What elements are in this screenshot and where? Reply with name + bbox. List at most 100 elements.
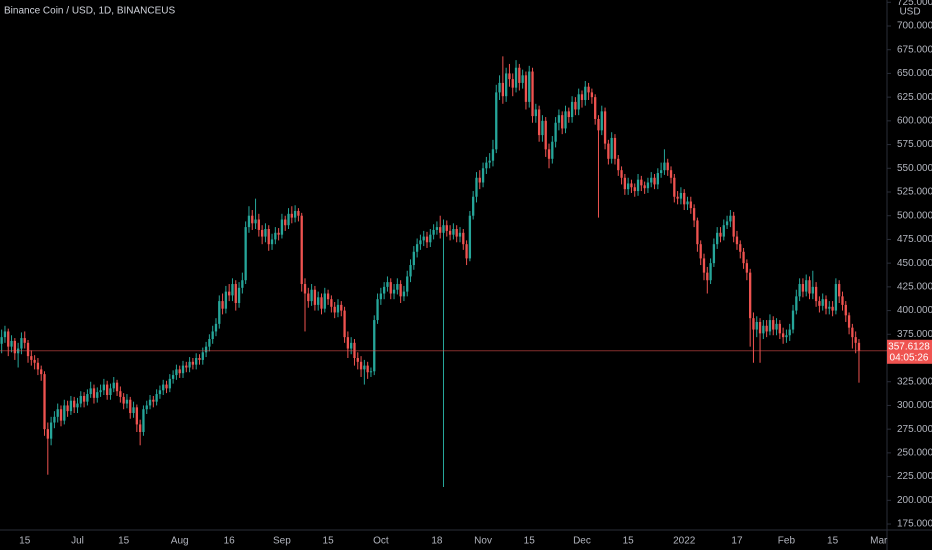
candle-body	[359, 361, 363, 370]
candle-body	[689, 201, 692, 209]
candle-body	[679, 192, 683, 199]
x-tick-label: 16	[224, 536, 236, 547]
candle-body	[481, 168, 485, 183]
x-tick-label: 15	[623, 536, 635, 547]
y-tick-label: 700.0000	[897, 21, 932, 32]
candle-body	[66, 405, 69, 412]
candle-body	[303, 284, 307, 294]
candle-body	[152, 399, 155, 402]
candle-body	[439, 227, 442, 233]
candle-body	[379, 293, 383, 300]
candle-body	[590, 92, 594, 98]
candle-body	[267, 228, 270, 245]
candle-body	[758, 321, 762, 334]
candle-body	[435, 227, 439, 230]
chart-title: Binance Coin / USD, 1D, BINANCEUS	[4, 6, 176, 17]
candle-body	[201, 352, 204, 360]
candle-body	[73, 400, 76, 408]
candle-body	[376, 299, 379, 321]
candle-body	[106, 384, 109, 396]
y-tick-label: 300.0000	[897, 400, 932, 411]
candle-body	[20, 338, 23, 349]
candle-body	[768, 320, 772, 332]
candle-body	[772, 320, 775, 330]
candle-body	[716, 232, 719, 245]
candle-body	[399, 284, 402, 297]
candle-body	[808, 280, 811, 294]
x-tick-label: 15	[323, 536, 335, 547]
candle-body	[508, 73, 511, 80]
candle-body	[488, 160, 491, 163]
candle-body	[366, 365, 369, 373]
candle-body	[739, 244, 742, 252]
candle-body	[109, 388, 112, 396]
candle-body	[300, 215, 303, 285]
candle-body	[742, 251, 745, 264]
candle-body	[551, 141, 554, 159]
candle-body	[462, 232, 465, 245]
x-tick-label: Aug	[171, 536, 189, 547]
y-tick-label: 525.0000	[897, 187, 932, 198]
candle-body	[326, 293, 330, 300]
candle-body	[676, 196, 679, 199]
candle-body	[755, 321, 758, 330]
candle-body	[406, 276, 409, 292]
x-tick-label: Feb	[778, 536, 796, 547]
candle-body	[171, 375, 175, 379]
candle-body	[23, 338, 26, 343]
candle-body	[277, 232, 280, 235]
candle-body	[373, 320, 376, 372]
candle-body	[854, 337, 857, 343]
candle-body	[119, 391, 122, 397]
candle-body	[491, 149, 495, 161]
candle-body	[228, 291, 231, 296]
candle-body	[811, 286, 814, 294]
candle-body	[76, 403, 79, 408]
candle-body	[191, 361, 195, 365]
candle-body	[511, 79, 514, 88]
candle-body	[534, 109, 537, 117]
candle-body	[623, 177, 627, 190]
candle-body	[234, 284, 237, 303]
candle-body	[561, 115, 564, 129]
candle-body	[528, 71, 531, 102]
candle-body	[350, 342, 353, 349]
candle-body	[307, 293, 310, 302]
x-tick-label: 15	[524, 536, 536, 547]
candle-body	[646, 182, 650, 189]
candle-body	[317, 297, 320, 305]
candle-body	[415, 244, 419, 252]
candle-body	[669, 170, 673, 178]
candle-body	[518, 67, 521, 83]
y-tick-label: 675.0000	[897, 44, 932, 55]
candle-body	[801, 284, 805, 292]
y-tick-label: 500.0000	[897, 210, 932, 221]
candle-body	[587, 86, 590, 93]
candle-body	[89, 388, 92, 395]
candle-body	[834, 284, 838, 311]
candle-body	[749, 272, 752, 319]
candle-body	[30, 356, 33, 360]
candle-body	[610, 137, 613, 159]
candle-body	[53, 416, 56, 423]
candle-body	[284, 219, 287, 226]
candle-body	[389, 282, 392, 294]
x-tick-label: 17	[731, 536, 743, 547]
candle-body	[692, 208, 696, 221]
y-tick-label: 725.0000	[897, 0, 932, 8]
candle-body	[247, 215, 251, 228]
candle-body	[498, 82, 501, 93]
candle-body	[356, 358, 359, 362]
candle-body	[92, 388, 96, 398]
candle-body	[297, 210, 300, 216]
candle-body	[709, 263, 712, 281]
candle-body	[791, 310, 795, 330]
candle-body	[762, 325, 765, 334]
candle-body	[33, 359, 36, 363]
candle-body	[195, 358, 198, 365]
candle-body	[719, 232, 722, 237]
countdown-label: 04:05:26	[890, 352, 929, 363]
candle-body	[162, 384, 165, 391]
candle-body	[7, 331, 10, 347]
candle-body	[828, 306, 831, 309]
